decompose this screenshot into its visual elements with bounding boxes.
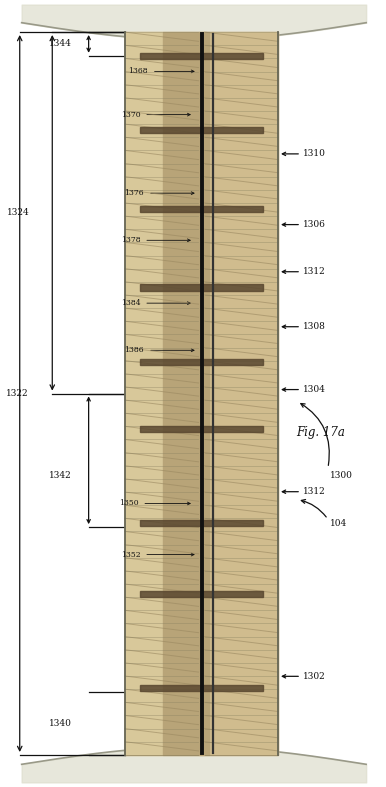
Bar: [141, 53, 263, 59]
Text: Fig. 17a: Fig. 17a: [296, 427, 345, 439]
Text: 1322: 1322: [6, 389, 29, 398]
Text: 1350: 1350: [119, 500, 139, 508]
Bar: [141, 685, 263, 691]
Text: 1344: 1344: [49, 39, 71, 49]
Text: 1352: 1352: [121, 551, 141, 559]
Text: 1312: 1312: [303, 487, 326, 496]
Text: 1376: 1376: [125, 189, 144, 198]
Bar: [125, 32, 163, 755]
Text: 1300: 1300: [330, 471, 353, 481]
Bar: [141, 520, 263, 527]
Bar: [141, 426, 263, 432]
Bar: [141, 591, 263, 597]
Text: 1324: 1324: [7, 209, 29, 217]
Text: 1304: 1304: [303, 385, 326, 394]
Text: 1306: 1306: [303, 220, 326, 229]
Bar: [125, 32, 278, 755]
Text: 1312: 1312: [303, 268, 326, 276]
Text: 1368: 1368: [128, 68, 148, 76]
Text: 1342: 1342: [49, 471, 71, 481]
Bar: [209, 32, 278, 755]
Bar: [141, 127, 263, 134]
Text: 1384: 1384: [121, 299, 141, 307]
Text: 1386: 1386: [125, 346, 144, 354]
Bar: [141, 205, 263, 212]
Text: 1378: 1378: [121, 236, 141, 244]
Text: 1310: 1310: [303, 150, 326, 158]
Bar: [141, 284, 263, 290]
Bar: [141, 359, 263, 365]
Text: 104: 104: [330, 519, 347, 527]
Text: 1308: 1308: [303, 322, 326, 331]
Text: 1370: 1370: [121, 111, 141, 119]
Text: 1340: 1340: [49, 719, 71, 728]
Text: 1302: 1302: [303, 672, 326, 681]
Bar: [163, 32, 209, 755]
